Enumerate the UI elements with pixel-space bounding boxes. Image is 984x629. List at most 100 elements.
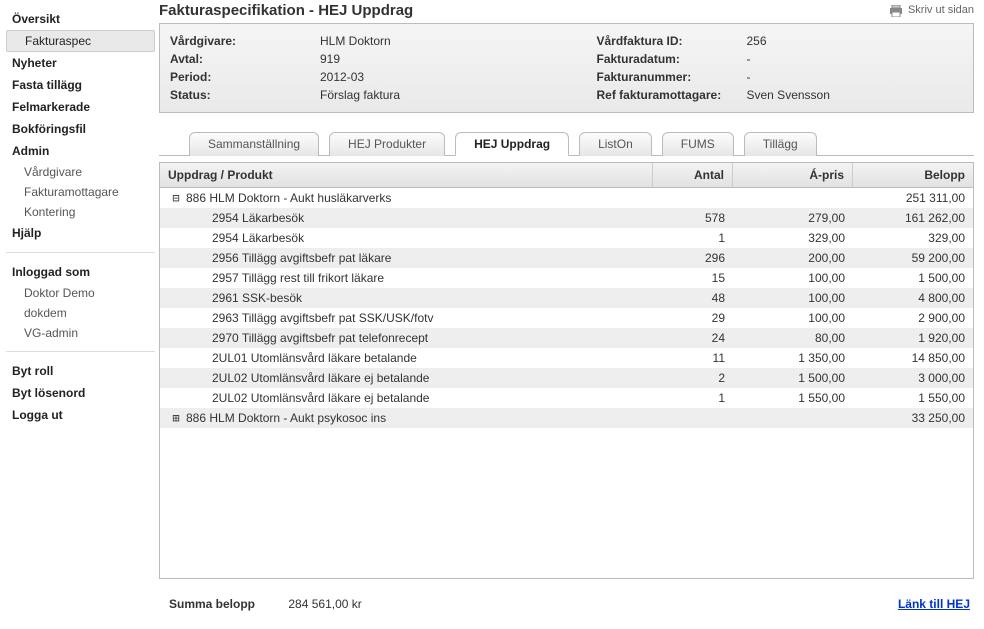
table-row[interactable]: 2956 Tillägg avgiftsbefr pat läkare29620… [160,248,973,268]
table-row[interactable]: 2UL02 Utomlänsvård läkare ej betalande21… [160,368,973,388]
nav-admin-kontering[interactable]: Kontering [6,202,155,222]
cell-apris: 1 550,00 [725,391,845,405]
grid-body: ⊟886 HLM Doktorn - Aukt husläkarverks 251… [160,188,973,578]
label-fakturanummer: Fakturanummer: [597,70,747,84]
cell-belopp: 251 311,00 [845,191,965,205]
user-line-2: dokdem [6,303,155,323]
nav-admin-vardgivare[interactable]: Vårdgivare [6,162,155,182]
table-row[interactable]: 2957 Tillägg rest till frikort läkare151… [160,268,973,288]
nav-logga-ut[interactable]: Logga ut [6,404,155,426]
cell-apris: 200,00 [725,251,845,265]
uppdrag-grid: Uppdrag / Produkt Antal Á-pris Belopp ⊟8… [159,162,974,579]
label-avtal: Avtal: [170,52,320,66]
nav-oversikt[interactable]: Översikt [6,8,155,30]
print-link[interactable]: Skriv ut sidan [889,4,974,16]
link-hej[interactable]: Länk till HEJ [898,597,970,611]
table-row[interactable]: 2970 Tillägg avgiftsbefr pat telefonrece… [160,328,973,348]
nav-fasta-tillagg[interactable]: Fasta tillägg [6,74,155,96]
nav-separator-2 [6,351,155,352]
label-status: Status: [170,88,320,102]
cell-apris: 279,00 [725,211,845,225]
cell-name: 2954 Läkarbesök [184,231,645,245]
label-inloggad-som: Inloggad som [6,261,155,283]
tab-liston[interactable]: ListOn [579,132,652,156]
cell-name: 2UL02 Utomlänsvård läkare ej betalande [184,371,645,385]
nav-felmarkerade[interactable]: Felmarkerade [6,96,155,118]
tab-hej-uppdrag[interactable]: HEJ Uppdrag [455,132,569,156]
page-title: Fakturaspecifikation - HEJ Uppdrag [159,2,413,19]
table-row[interactable]: 2UL01 Utomlänsvård läkare betalande111 3… [160,348,973,368]
cell-antal: 29 [645,311,725,325]
expand-icon[interactable]: ⊞ [168,411,184,425]
table-row[interactable]: 2963 Tillägg avgiftsbefr pat SSK/USK/fot… [160,308,973,328]
nav-byt-roll[interactable]: Byt roll [6,360,155,382]
collapse-icon[interactable]: ⊟ [168,191,184,205]
cell-name: 886 HLM Doktorn - Aukt husläkarverks [184,191,645,205]
tab-sammanstallning[interactable]: Sammanställning [189,132,319,156]
table-row[interactable]: ⊞886 HLM Doktorn - Aukt psykosoc ins33 2… [160,408,973,428]
sum-label: Summa belopp [169,597,255,611]
cell-belopp: 161 262,00 [845,211,965,225]
cell-name: 2961 SSK-besök [184,291,645,305]
cell-antal: 11 [645,351,725,365]
nav-nyheter[interactable]: Nyheter [6,52,155,74]
value-fakturadatum: - [747,52,751,66]
table-row[interactable]: ⊟886 HLM Doktorn - Aukt husläkarverks 251… [160,188,973,208]
cell-belopp: 2 900,00 [845,311,965,325]
nav-admin-fakturamottagare[interactable]: Fakturamottagare [6,182,155,202]
cell-belopp: 14 850,00 [845,351,965,365]
col-apris[interactable]: Á-pris [733,163,853,187]
nav-byt-losenord[interactable]: Byt lösenord [6,382,155,404]
tab-fums[interactable]: FUMS [662,132,734,156]
tab-tillagg[interactable]: Tillägg [744,132,817,156]
printer-icon [889,5,903,17]
cell-antal: 24 [645,331,725,345]
label-ref-fakturamottagare: Ref fakturamottagare: [597,88,747,102]
cell-antal: 578 [645,211,725,225]
cell-belopp: 3 000,00 [845,371,965,385]
grid-header: Uppdrag / Produkt Antal Á-pris Belopp [160,163,973,188]
nav-admin[interactable]: Admin [6,140,155,162]
value-period: 2012-03 [320,70,364,84]
table-row[interactable]: 2UL02 Utomlänsvård läkare ej betalande11… [160,388,973,408]
value-avtal: 919 [320,52,340,66]
cell-apris: 100,00 [725,291,845,305]
nav-hjalp[interactable]: Hjälp [6,222,155,244]
nav-fakturaspec[interactable]: Fakturaspec [6,30,155,52]
cell-antal: 296 [645,251,725,265]
cell-belopp: 1 550,00 [845,391,965,405]
cell-name: 886 HLM Doktorn - Aukt psykosoc ins [184,411,645,425]
cell-belopp: 1 500,00 [845,271,965,285]
cell-antal: 2 [645,371,725,385]
nav-bokforingsfil[interactable]: Bokföringsfil [6,118,155,140]
col-belopp[interactable]: Belopp [853,163,973,187]
cell-antal: 1 [645,231,725,245]
cell-name: 2957 Tillägg rest till frikort läkare [184,271,645,285]
col-uppdrag-produkt[interactable]: Uppdrag / Produkt [160,163,653,187]
cell-name: 2963 Tillägg avgiftsbefr pat SSK/USK/fot… [184,311,645,325]
cell-apris: 1 500,00 [725,371,845,385]
cell-name: 2UL02 Utomlänsvård läkare ej betalande [184,391,645,405]
cell-belopp: 1 920,00 [845,331,965,345]
cell-belopp: 59 200,00 [845,251,965,265]
invoice-info-box: Vårdgivare:HLM Doktorn Avtal:919 Period:… [159,23,974,113]
table-row[interactable]: 2954 Läkarbesök578279,00161 262,00 [160,208,973,228]
print-label: Skriv ut sidan [908,4,974,16]
tab-hej-produkter[interactable]: HEJ Produkter [329,132,445,156]
table-row[interactable]: 2961 SSK-besök48100,004 800,00 [160,288,973,308]
table-row[interactable]: 2954 Läkarbesök1329,00329,00 [160,228,973,248]
cell-belopp: 4 800,00 [845,291,965,305]
cell-apris: 329,00 [725,231,845,245]
value-vardfaktura-id: 256 [747,34,767,48]
value-vardgivare: HLM Doktorn [320,34,391,48]
value-ref-fakturamottagare: Sven Svensson [747,88,830,102]
user-line-3: VG-admin [6,323,155,343]
cell-name: 2UL01 Utomlänsvård läkare betalande [184,351,645,365]
col-antal[interactable]: Antal [653,163,733,187]
cell-apris: 100,00 [725,271,845,285]
cell-name: 2970 Tillägg avgiftsbefr pat telefonrece… [184,331,645,345]
cell-apris: 80,00 [725,331,845,345]
cell-antal: 15 [645,271,725,285]
label-vardgivare: Vårdgivare: [170,34,320,48]
nav-separator [6,252,155,253]
